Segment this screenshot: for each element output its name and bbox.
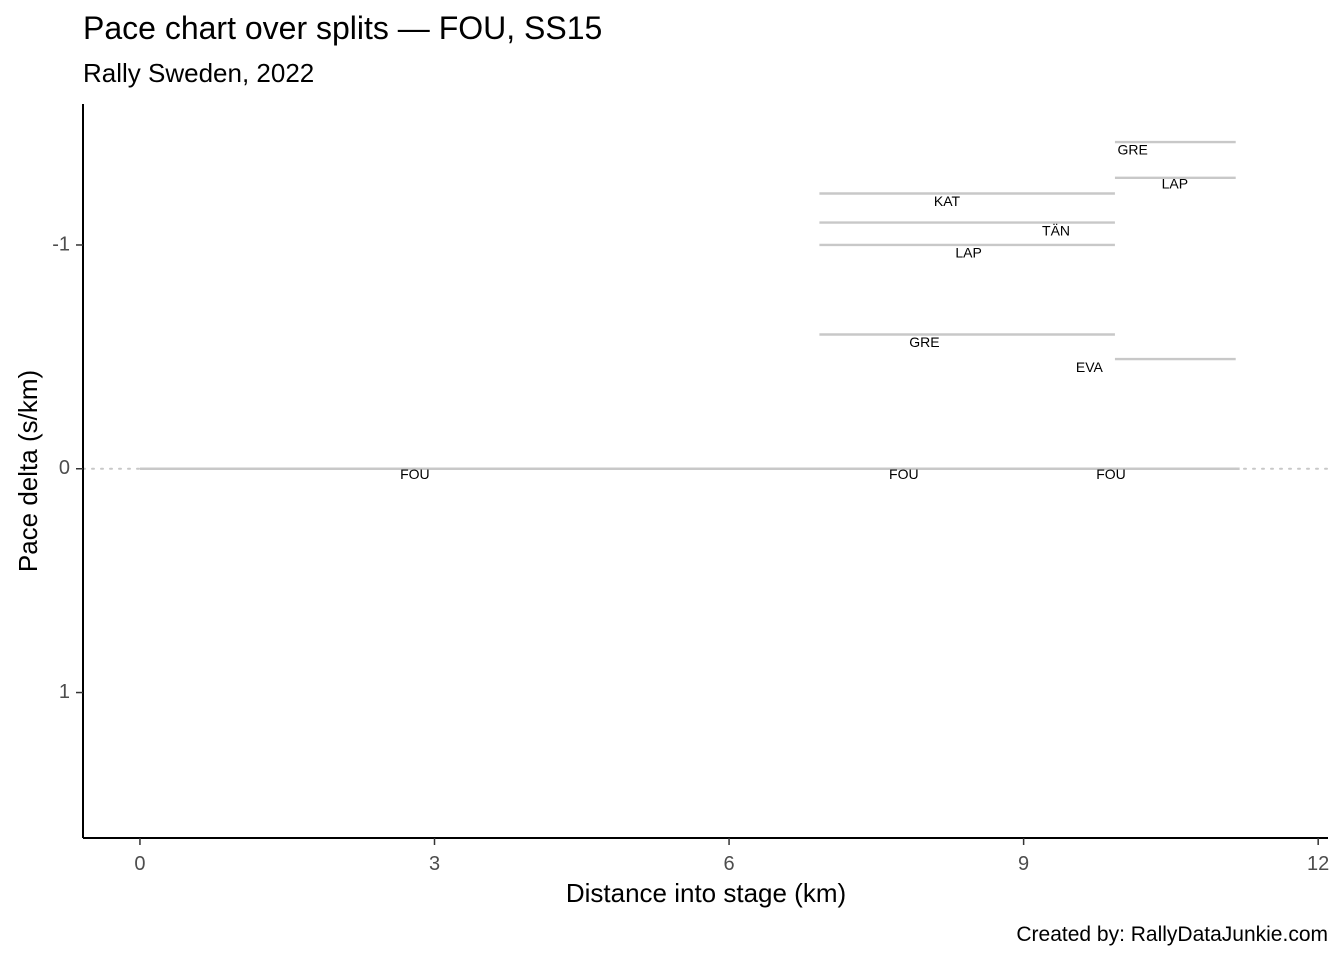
y-tick-label: -1: [52, 233, 70, 255]
y-tick-label: 1: [59, 681, 70, 703]
chart-subtitle: Rally Sweden, 2022: [83, 58, 314, 88]
driver-label-fou: FOU: [400, 466, 430, 482]
y-axis-label: Pace delta (s/km): [13, 370, 43, 572]
driver-label-eva: EVA: [1076, 359, 1104, 375]
chart-title: Pace chart over splits — FOU, SS15: [83, 10, 602, 46]
x-tick-label: 0: [134, 853, 145, 875]
driver-label-lap: LAP: [955, 245, 981, 261]
chart-caption: Created by: RallyDataJunkie.com: [1016, 923, 1328, 946]
driver-label-fou: FOU: [1096, 466, 1126, 482]
driver-label-kat: KAT: [934, 193, 961, 209]
x-axis-label: Distance into stage (km): [566, 878, 846, 908]
x-tick-label: 6: [724, 853, 735, 875]
driver-label-gre: GRE: [1117, 142, 1147, 158]
x-tick-label: 12: [1307, 853, 1329, 875]
driver-label-lap: LAP: [1162, 175, 1188, 191]
plot-area: FOU KAT TÄN LAP GRE FOU GRE LAP EVA FOU 0 3 6 9 12 -1 0 1: [52, 104, 1329, 875]
x-tick-label: 9: [1018, 853, 1029, 875]
y-tick-label: 0: [59, 457, 70, 479]
driver-label-gre: GRE: [909, 334, 939, 350]
driver-label-fou: FOU: [889, 466, 919, 482]
driver-label-tän: TÄN: [1042, 222, 1070, 238]
x-tick-label: 3: [429, 853, 440, 875]
